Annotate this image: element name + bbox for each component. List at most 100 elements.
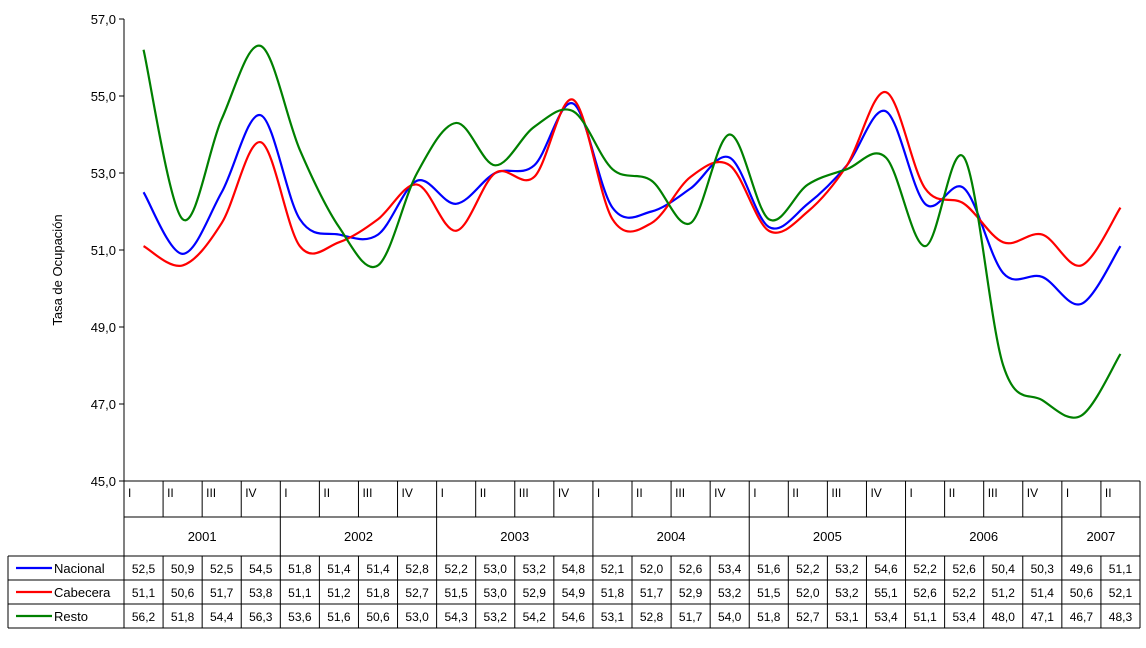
table-value: 53,4	[874, 610, 898, 624]
year-label: 2004	[657, 529, 686, 544]
table-value: 50,9	[171, 562, 195, 576]
table-value: 51,8	[171, 610, 195, 624]
table-value: 52,8	[640, 610, 664, 624]
table-value: 51,5	[757, 586, 781, 600]
table-value: 52,0	[796, 586, 820, 600]
quarter-label: I	[128, 486, 131, 500]
y-axis-title: Tasa de Ocupación	[50, 214, 65, 325]
data-table: Nacional 52,5 50,9 52,5 54,5 51,8 51,4 51,4 52,8…	[16, 561, 1132, 624]
table-value: 53,2	[484, 610, 508, 624]
table-value: 51,8	[757, 610, 781, 624]
legend-label-nacional: Nacional	[54, 561, 105, 576]
table-value: 51,7	[640, 586, 664, 600]
table-value: 54,2	[523, 610, 547, 624]
y-tick-label: 55,0	[91, 89, 116, 104]
quarter-label: IV	[1027, 486, 1038, 500]
y-tick-label: 57,0	[91, 12, 116, 27]
table-value: 56,2	[132, 610, 156, 624]
table-value: 52,1	[1109, 586, 1133, 600]
table-value: 51,5	[444, 586, 468, 600]
table-value: 48,3	[1109, 610, 1133, 624]
table-value: 52,2	[444, 562, 468, 576]
quarter-label: III	[206, 486, 216, 500]
y-tick-label: 51,0	[91, 243, 116, 258]
table-value: 51,6	[757, 562, 781, 576]
table-value: 50,6	[1070, 586, 1094, 600]
table-value: 51,4	[1031, 586, 1055, 600]
table-value: 48,0	[992, 610, 1016, 624]
table-value: 51,7	[679, 610, 703, 624]
table-value: 52,9	[679, 586, 703, 600]
quarter-label: III	[675, 486, 685, 500]
table-value: 46,7	[1070, 610, 1094, 624]
legend-label-cabecera: Cabecera	[54, 585, 111, 600]
table-value: 53,4	[718, 562, 742, 576]
y-tick-label: 53,0	[91, 166, 116, 181]
year-label: 2006	[969, 529, 998, 544]
year-label: 2002	[344, 529, 373, 544]
quarter-label: IV	[402, 486, 413, 500]
table-value: 51,2	[992, 586, 1016, 600]
table-value: 53,8	[249, 586, 273, 600]
year-label: 2005	[813, 529, 842, 544]
quarter-label: IV	[714, 486, 725, 500]
table-value: 50,4	[992, 562, 1016, 576]
table-value: 53,0	[484, 586, 508, 600]
table-value: 54,6	[562, 610, 586, 624]
table-value: 51,7	[210, 586, 234, 600]
series-line-cabecera	[142, 91, 1122, 267]
y-tick-label: 49,0	[91, 320, 116, 335]
table-value: 54,3	[444, 610, 468, 624]
table-value: 51,8	[366, 586, 390, 600]
quarter-label: I	[910, 486, 913, 500]
table-value: 54,8	[562, 562, 586, 576]
quarter-label: IV	[870, 486, 881, 500]
table-value: 47,1	[1031, 610, 1055, 624]
quarter-label: II	[1105, 486, 1112, 500]
table-value: 51,4	[327, 562, 351, 576]
table-value: 53,4	[952, 610, 976, 624]
table-value: 49,6	[1070, 562, 1094, 576]
quarter-label: I	[1066, 486, 1069, 500]
table-value: 52,2	[796, 562, 820, 576]
quarter-label: I	[441, 486, 444, 500]
quarter-label: IV	[245, 486, 256, 500]
legend-label-resto: Resto	[54, 609, 88, 624]
table-value: 51,4	[366, 562, 390, 576]
table-value: 53,2	[835, 586, 859, 600]
quarter-label: I	[753, 486, 756, 500]
table-value: 52,0	[640, 562, 664, 576]
quarter-label: II	[792, 486, 799, 500]
quarter-label: IV	[558, 486, 569, 500]
table-value: 54,4	[210, 610, 234, 624]
table-value: 53,1	[601, 610, 625, 624]
quarter-label: III	[831, 486, 841, 500]
table-value: 54,5	[249, 562, 273, 576]
table-value: 52,2	[913, 562, 937, 576]
table-value: 51,1	[132, 586, 156, 600]
y-tick-label: 45,0	[91, 474, 116, 489]
series-lines	[142, 44, 1122, 419]
table-value: 52,5	[132, 562, 156, 576]
table-value: 52,6	[679, 562, 703, 576]
table-value: 52,2	[952, 586, 976, 600]
table-value: 50,3	[1031, 562, 1055, 576]
series-line-nacional	[142, 102, 1122, 306]
quarter-label: I	[597, 486, 600, 500]
table-value: 54,6	[874, 562, 898, 576]
quarter-label: III	[988, 486, 998, 500]
quarter-label: II	[636, 486, 643, 500]
table-value: 53,2	[523, 562, 547, 576]
table-value: 51,6	[327, 610, 351, 624]
y-tick-label: 47,0	[91, 397, 116, 412]
year-label: 2003	[500, 529, 529, 544]
quarter-label: II	[323, 486, 330, 500]
table-value: 55,1	[874, 586, 898, 600]
quarter-label: I	[284, 486, 287, 500]
table-value: 52,6	[913, 586, 937, 600]
table-value: 53,2	[718, 586, 742, 600]
table-value: 51,1	[288, 586, 312, 600]
table-value: 53,2	[835, 562, 859, 576]
year-label: 2007	[1086, 529, 1115, 544]
